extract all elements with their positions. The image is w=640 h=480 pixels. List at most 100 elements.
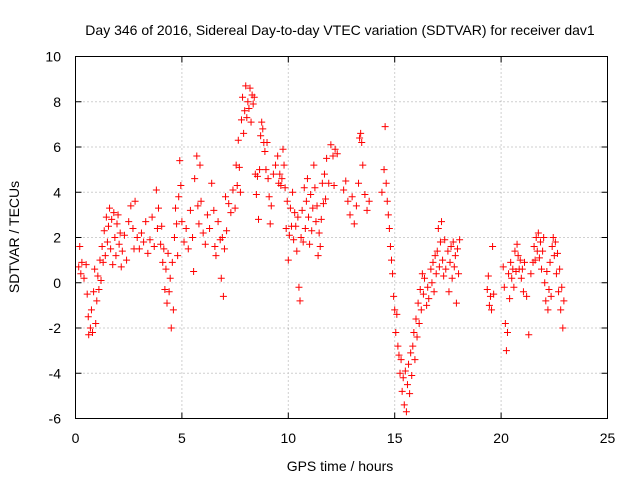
data-point (396, 369, 404, 377)
data-point (219, 292, 227, 300)
data-point (516, 256, 524, 264)
data-point (441, 236, 449, 244)
data-point (414, 299, 422, 307)
data-point (317, 215, 325, 223)
data-point (312, 218, 320, 226)
data-point (267, 202, 275, 210)
data-point (412, 315, 420, 323)
data-point (536, 238, 544, 246)
data-point (106, 204, 114, 212)
data-point (203, 211, 211, 219)
data-point (233, 181, 241, 189)
data-point (560, 297, 568, 305)
data-point (253, 172, 261, 180)
data-point (546, 258, 554, 266)
data-point (83, 290, 91, 298)
data-point (173, 220, 181, 228)
data-point (530, 243, 538, 251)
data-point (257, 132, 265, 140)
data-point (435, 263, 443, 271)
data-point (244, 98, 252, 106)
x-tick-label: 15 (387, 430, 403, 446)
data-point (135, 245, 143, 253)
data-point (193, 152, 201, 160)
data-point (489, 243, 497, 251)
data-point (346, 211, 354, 219)
grid-lines (75, 56, 608, 419)
data-point (93, 297, 101, 305)
data-point (390, 292, 398, 300)
data-point (423, 301, 431, 309)
data-point (348, 193, 356, 201)
data-point (157, 240, 165, 248)
data-point (167, 324, 175, 332)
data-point (323, 154, 331, 162)
data-point (342, 177, 350, 185)
data-point (100, 227, 108, 235)
data-point (325, 179, 333, 187)
data-point (555, 288, 563, 296)
data-point (152, 186, 160, 194)
data-point (327, 141, 335, 149)
data-point (247, 118, 255, 126)
data-point (210, 206, 218, 214)
data-point (172, 204, 180, 212)
plot-frame (75, 56, 608, 419)
data-point (311, 184, 319, 192)
data-point (409, 342, 417, 350)
data-point (240, 129, 248, 137)
data-point (227, 209, 235, 217)
data-point (285, 231, 293, 239)
data-point (358, 138, 366, 146)
data-point (329, 152, 337, 160)
data-point (539, 247, 547, 255)
data-point (388, 256, 396, 264)
data-point (446, 258, 454, 266)
data-point (518, 265, 526, 273)
data-point (77, 270, 85, 278)
data-point (501, 319, 509, 327)
data-point (250, 93, 258, 101)
data-point (378, 188, 386, 196)
data-point (284, 256, 292, 264)
data-point (290, 236, 298, 244)
data-point (246, 84, 254, 92)
data-point (395, 351, 403, 359)
data-point (300, 184, 308, 192)
data-point (150, 243, 158, 251)
data-point (547, 292, 555, 300)
data-point (543, 267, 551, 275)
data-point (448, 274, 456, 282)
data-point (165, 288, 173, 296)
data-point (385, 224, 393, 232)
data-point (245, 105, 253, 113)
data-point (485, 301, 493, 309)
data-point (318, 179, 326, 187)
data-point (313, 202, 321, 210)
data-point (401, 367, 409, 375)
data-point (447, 243, 455, 251)
data-point (502, 347, 510, 355)
data-point (108, 215, 116, 223)
data-point (86, 324, 94, 332)
data-point (556, 265, 564, 273)
data-point (235, 163, 243, 171)
data-point (177, 181, 185, 189)
data-point (84, 313, 92, 321)
data-point (249, 100, 257, 108)
data-point (220, 245, 228, 253)
x-tick-label: 5 (178, 430, 186, 446)
data-point (104, 222, 112, 230)
data-point (82, 261, 90, 269)
data-point (113, 220, 121, 228)
y-tick-label: 0 (53, 275, 61, 291)
data-point (344, 197, 352, 205)
data-point (442, 265, 450, 273)
y-tick-label: -2 (49, 320, 62, 336)
data-point (538, 265, 546, 273)
data-point (445, 288, 453, 296)
data-point (393, 310, 401, 318)
data-point (307, 191, 315, 199)
data-point (306, 240, 314, 248)
data-point (218, 234, 226, 241)
